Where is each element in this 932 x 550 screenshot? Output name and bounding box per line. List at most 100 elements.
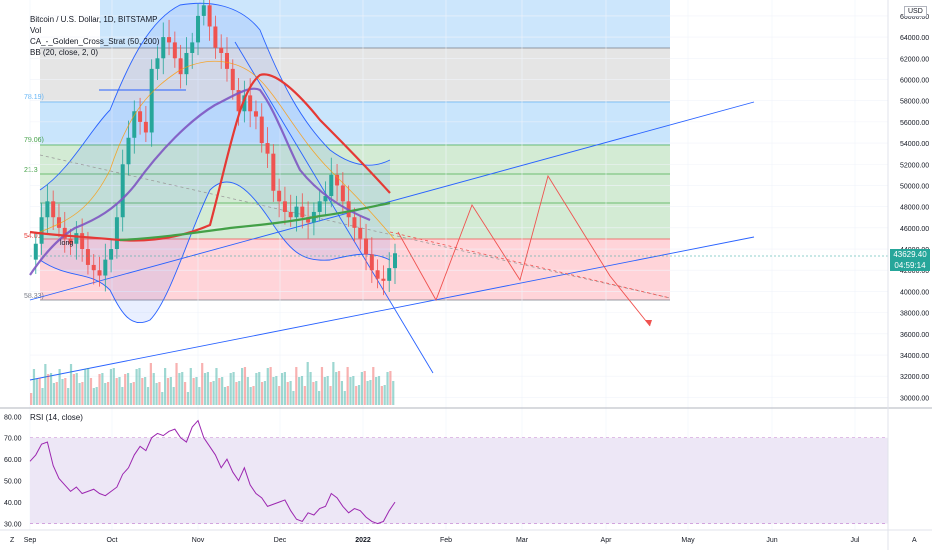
time-tick-label: 2022 <box>355 537 371 544</box>
volume-bar <box>349 377 352 405</box>
price-tick-label: 46000.00 <box>900 226 929 233</box>
candle-body <box>39 217 44 244</box>
volume-bar <box>47 374 50 405</box>
volume-bar <box>164 368 167 405</box>
candle-body <box>207 5 212 27</box>
candle-body <box>91 264 96 271</box>
volume-bar <box>175 363 178 405</box>
price-tick-label: 40000.00 <box>900 289 929 296</box>
candle-body <box>381 278 386 281</box>
volume-bar <box>389 371 392 405</box>
volume-bar <box>206 372 209 405</box>
volume-bar <box>144 377 147 405</box>
strategy-label[interactable]: CA_-_Golden_Cross_Strat (50, 200) <box>30 37 160 46</box>
price-tick-label: 62000.00 <box>900 56 929 63</box>
candle-body <box>230 68 235 91</box>
fib-level-label: 78.19) <box>24 94 44 101</box>
price-axis: 30000.00 32000.00 34000.00 36000.00 38000.00… <box>900 14 929 403</box>
volume-bar <box>172 387 175 405</box>
candle-body <box>271 153 276 191</box>
volume-bar <box>380 386 383 405</box>
vol-indicator-label[interactable]: Vol <box>30 26 42 35</box>
volume-bar <box>218 378 221 405</box>
volume-bar <box>38 378 41 405</box>
candle-body <box>62 227 67 239</box>
zoom-toggle-icon[interactable]: Z <box>10 537 15 544</box>
auto-scale-button[interactable]: A <box>912 537 917 544</box>
volume-bar <box>369 380 372 405</box>
last-price-tag: 43629.40 04:59:14 <box>890 249 930 271</box>
rsi-tick-label: 50.00 <box>4 479 22 486</box>
volume-bar <box>258 372 261 405</box>
volume-bar <box>269 367 272 405</box>
volume-bar <box>252 386 255 405</box>
time-tick-label: Oct <box>107 537 118 544</box>
candle-body <box>213 26 218 48</box>
volume-bar <box>229 373 232 405</box>
volume-bar <box>280 373 284 405</box>
price-tick-label: 54000.00 <box>900 141 929 148</box>
volume-bar <box>183 382 187 405</box>
ma200-green <box>119 201 391 242</box>
time-tick-label: Feb <box>440 537 452 544</box>
volume-bar <box>223 387 227 405</box>
fib-level-label: 21.3 <box>24 167 38 174</box>
volume-bar <box>309 372 312 405</box>
rsi-pane <box>29 419 888 525</box>
rsi-tick-label: 70.00 <box>4 436 22 443</box>
time-tick-label: Jul <box>851 537 860 544</box>
volume-bar <box>61 379 64 405</box>
legend-header: Bitcoin / U.S. Dollar, 1D, BITSTAMP Vol … <box>30 14 159 58</box>
price-tick-label: 30000.00 <box>900 395 929 402</box>
projection-arrow-icon <box>645 320 652 326</box>
volume-bar <box>89 378 93 405</box>
volume-bar <box>332 362 335 405</box>
candle-body <box>340 185 345 202</box>
volume-bar <box>246 377 249 405</box>
rsi-tick-label: 80.00 <box>4 414 22 421</box>
volume-bar <box>363 371 366 405</box>
volume-bar <box>255 373 258 405</box>
fib-level-label: 54.01) <box>24 233 44 240</box>
candle-body <box>132 111 137 138</box>
candle-body <box>294 206 299 218</box>
candle-body <box>306 217 311 223</box>
price-tick-label: 34000.00 <box>900 353 929 360</box>
volume-bar <box>343 391 346 405</box>
volume-bar <box>78 383 81 405</box>
fib-zone-gray <box>40 48 670 102</box>
candle-body <box>364 238 369 255</box>
volume-bar <box>101 373 104 405</box>
currency-label[interactable]: USD <box>904 6 927 17</box>
candle-body <box>358 227 363 239</box>
volume-bar <box>201 363 204 405</box>
candle-body <box>224 52 229 69</box>
lower-trendline <box>29 236 755 381</box>
bb-indicator-label[interactable]: BB (20, close, 2, 0) <box>30 48 99 57</box>
rsi-indicator-label[interactable]: RSI (14, close) <box>30 413 83 422</box>
candle-body <box>201 5 206 16</box>
volume-bar <box>118 377 121 405</box>
last-price: 43629.40 <box>893 250 927 259</box>
rsi-tick-label: 40.00 <box>4 500 22 507</box>
candle-body <box>253 111 258 117</box>
candle-body <box>242 95 247 112</box>
candle-body <box>248 95 253 112</box>
volume-bar <box>375 377 378 405</box>
volume-bar <box>41 388 44 405</box>
volume-bar <box>81 382 84 405</box>
price-tick-label: 56000.00 <box>900 120 929 127</box>
time-tick-label: Nov <box>192 537 205 544</box>
volume-bar <box>360 372 363 405</box>
volume-bar <box>300 376 304 405</box>
candle-body <box>184 52 189 75</box>
volume-bar <box>87 368 90 405</box>
candle-body <box>103 259 108 276</box>
price-projection-path <box>397 174 651 327</box>
candle-body <box>172 42 177 59</box>
candle-body <box>323 196 328 202</box>
rsi-tick-label: 30.00 <box>4 522 22 529</box>
volume-bar <box>215 368 218 405</box>
symbol-title[interactable]: Bitcoin / U.S. Dollar, 1D, BITSTAMP <box>30 15 158 24</box>
